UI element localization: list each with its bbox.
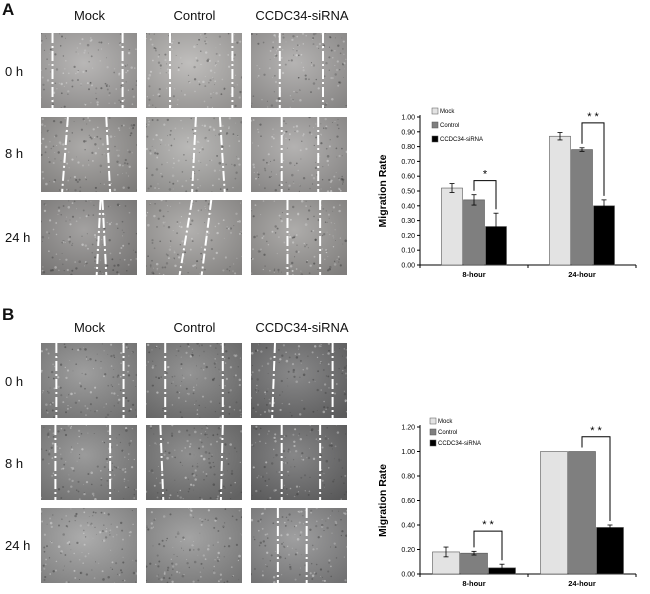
panel-b-micrograph-r2-c1 — [146, 508, 242, 583]
chart-a-bar-mock-0 — [441, 187, 463, 266]
chart-b-legend-label: Mock — [438, 419, 453, 425]
chart-a-bar-control-1 — [571, 149, 593, 266]
chart-b-legend-label: CCDC34-siRNA — [438, 441, 481, 447]
chart-b-y-tick-label: 0.60 — [401, 498, 415, 505]
chart-a-significance-label: * * — [587, 111, 599, 123]
panel-a-row-8h: 8 h — [5, 146, 24, 161]
panel-b-row-8h: 8 h — [5, 456, 24, 471]
chart-b-significance-bracket — [473, 530, 503, 561]
panel-b-column-control: Control — [173, 320, 216, 335]
chart-b-y-tick-label: 0.20 — [401, 547, 415, 554]
panel-b-micrograph-r0-c2 — [251, 343, 347, 418]
panel-a-row-24h: 24 h — [5, 230, 31, 245]
chart-a-legend-label: Control — [440, 123, 459, 129]
panel-a-micrograph-r1-c1 — [146, 117, 242, 192]
chart-b-legend-label: Control — [438, 430, 457, 436]
chart-a-y-tick-label: 0.10 — [401, 248, 415, 255]
panel-a-micrograph-r0-c0 — [41, 33, 137, 108]
chart-b-y-tick-label: 0.80 — [401, 474, 415, 481]
panel-a-letter: A — [2, 0, 15, 19]
panel-a-micrograph-r0-c1 — [146, 33, 242, 108]
chart-a-bar-control-0 — [463, 199, 485, 266]
chart-a-legend-swatch — [431, 121, 439, 129]
chart-b-y-tick-label: 1.20 — [401, 425, 415, 432]
chart-a-bar-mock-1 — [549, 135, 571, 266]
chart-a-y-tick-label: 0.40 — [401, 203, 415, 210]
chart-a-bar-ccdc34-sirna-1 — [593, 205, 615, 266]
chart-b-legend-swatch — [429, 417, 437, 425]
chart-b-bar-mock-1 — [540, 451, 568, 575]
chart-b-bar-control-1 — [568, 451, 596, 575]
chart-a-legend-swatch — [431, 135, 439, 143]
panel-a-micrograph-r2-c1 — [146, 200, 242, 275]
chart-a-y-tick-label: 0.80 — [401, 144, 415, 151]
chart-a-x-tick-label: 24-hour — [568, 270, 596, 279]
chart-b-bar-control-0 — [460, 552, 488, 575]
chart-a-y-tick-label: 0.20 — [401, 233, 415, 240]
panel-b-micrograph-r1-c2 — [251, 425, 347, 500]
chart-a-significance-label: * — [483, 169, 488, 181]
chart-b-x-tick-label: 8-hour — [462, 579, 485, 588]
panel-a-micrograph-r1-c2 — [251, 117, 347, 192]
chart-b-y-tick-label: 0.40 — [401, 523, 415, 530]
chart-a-y-tick-label: 0.50 — [401, 189, 415, 196]
panel-a-micrograph-r2-c0 — [41, 200, 137, 275]
chart-a-legend-label: Mock — [440, 109, 455, 115]
panel-b-row-24h: 24 h — [5, 538, 31, 553]
chart-a-significance-bracket — [473, 180, 497, 210]
chart-b-significance-bracket — [581, 436, 611, 521]
panel-b-micrograph-r1-c1 — [146, 425, 242, 500]
chart-a-y-tick-label: 0.70 — [401, 159, 415, 166]
chart-a-y-tick-label: 0.00 — [401, 263, 415, 270]
panel-b-micrograph-r0-c1 — [146, 343, 242, 418]
chart-a-y-tick-label: 1.00 — [401, 115, 415, 122]
chart-b-y-tick-label: 0.00 — [401, 572, 415, 579]
panel-a-micrograph-r2-c2 — [251, 200, 347, 275]
panel-a-micrograph-r0-c2 — [251, 33, 347, 108]
panel-b-micrograph-r1-c0 — [41, 425, 137, 500]
panel-b-letter: B — [2, 305, 15, 324]
chart-b-legend-swatch — [429, 439, 437, 447]
chart-b-x-tick-label: 24-hour — [568, 579, 596, 588]
panel-a-column-sirna: CCDC34-siRNA — [255, 8, 349, 23]
chart-a-legend-label: CCDC34-siRNA — [440, 137, 483, 143]
panel-b-bar-chart: Migration Rate 0.00 0.20 0.40 0.60 0.80 1.00 1.… — [377, 417, 637, 588]
panel-b-micrograph-r0-c0 — [41, 343, 137, 418]
chart-a-legend-swatch — [431, 107, 439, 115]
chart-b-y-tick-label: 1.00 — [401, 449, 415, 456]
panel-b-micrograph-r2-c0 — [41, 508, 137, 583]
panel-a-bar-chart: Migration Rate 0.00 0.10 0.20 0.30 0.40 0.50 0.… — [377, 107, 637, 279]
panel-b-row-0h: 0 h — [5, 374, 24, 389]
panel-b-column-mock: Mock — [73, 320, 106, 335]
panel-a-column-mock: Mock — [73, 8, 106, 23]
chart-b-legend-swatch — [429, 428, 437, 436]
panel-a-row-0h: 0 h — [5, 64, 24, 79]
chart-b-bar-ccdc34-sirna-1 — [596, 527, 624, 575]
chart-a-significance-bracket — [581, 122, 605, 196]
chart-a-y-tick-label: 0.90 — [401, 129, 415, 136]
panel-b-micrograph-r2-c2 — [251, 508, 347, 583]
chart-a-y-tick-label: 0.30 — [401, 218, 415, 225]
chart-b-significance-label: * * — [590, 425, 602, 437]
chart-a-y-axis-label: Migration Rate — [377, 154, 389, 227]
panel-a-micrograph-r1-c0 — [41, 117, 137, 192]
panel-b-column-sirna: CCDC34-siRNA — [255, 320, 349, 335]
chart-a-x-tick-label: 8-hour — [462, 270, 485, 279]
panel-a-column-control: Control — [173, 8, 216, 23]
chart-b-significance-label: * * — [482, 519, 494, 531]
chart-a-y-tick-label: 0.60 — [401, 174, 415, 181]
chart-b-y-axis-label: Migration Rate — [377, 464, 389, 537]
